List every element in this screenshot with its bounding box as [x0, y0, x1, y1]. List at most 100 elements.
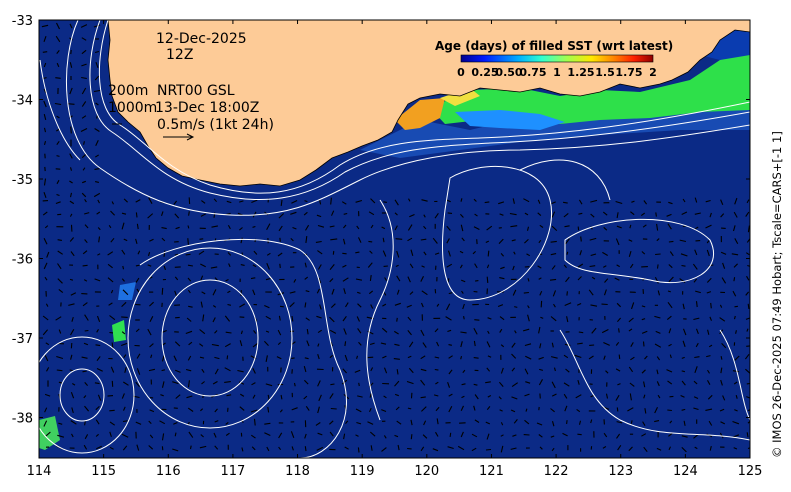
current-vector — [238, 381, 245, 385]
current-vector — [474, 394, 479, 400]
current-vector — [576, 302, 582, 306]
current-vector — [641, 251, 646, 255]
current-vector — [643, 446, 648, 453]
current-vector — [462, 303, 465, 310]
current-vector — [706, 291, 712, 294]
current-vector — [396, 275, 401, 282]
current-vector — [148, 420, 152, 424]
current-vector — [605, 370, 609, 374]
lon-tick-label: 125 — [738, 464, 763, 479]
current-vector — [408, 198, 411, 202]
current-vector — [526, 253, 531, 257]
current-vector — [225, 421, 229, 425]
current-vector — [305, 224, 310, 231]
current-vector — [69, 153, 73, 159]
sst-patch-west-cyan — [118, 282, 136, 300]
plot-frame — [38, 19, 751, 459]
current-vector — [447, 250, 451, 257]
current-vector — [550, 240, 557, 243]
current-vector — [720, 367, 723, 374]
current-vector — [563, 212, 569, 218]
current-vector — [175, 226, 180, 230]
current-vector — [329, 420, 334, 425]
current-vector — [121, 331, 126, 335]
current-vector — [97, 199, 100, 204]
current-vector — [590, 253, 597, 257]
current-vector — [214, 445, 219, 450]
current-vector — [214, 277, 219, 281]
current-vector — [537, 265, 542, 269]
current-vector — [513, 251, 516, 255]
current-vector — [485, 240, 490, 243]
current-vector — [590, 304, 598, 307]
lon-tick-label: 115 — [91, 464, 116, 479]
current-vector — [524, 238, 529, 244]
current-vector — [148, 368, 156, 372]
current-vector — [368, 290, 374, 295]
current-vector — [370, 445, 373, 451]
current-vector — [213, 432, 217, 438]
current-vector — [395, 264, 399, 268]
current-vector — [107, 277, 114, 283]
current-vector — [525, 355, 532, 360]
current-vector — [694, 212, 701, 215]
lat-tick-label: -38 — [12, 412, 33, 427]
current-vector — [96, 368, 103, 372]
current-vector — [526, 226, 530, 231]
current-vector — [224, 315, 231, 322]
current-vector — [241, 419, 244, 423]
current-vector — [318, 394, 322, 402]
current-vector — [329, 225, 335, 228]
current-vector — [43, 420, 48, 427]
current-vector — [434, 356, 440, 359]
current-vector — [357, 291, 361, 294]
current-vector — [111, 201, 114, 205]
current-vector — [602, 211, 608, 216]
current-vector — [84, 434, 89, 440]
current-vector — [201, 291, 206, 295]
current-vector — [396, 250, 400, 258]
current-vector — [121, 222, 125, 230]
current-vector — [694, 249, 698, 256]
current-vector — [147, 213, 154, 219]
current-vector — [589, 237, 597, 241]
current-vector — [396, 317, 398, 322]
current-vector — [290, 431, 295, 438]
current-vector — [122, 445, 128, 451]
current-vector — [705, 408, 713, 411]
current-vector — [318, 277, 322, 284]
current-vector — [447, 212, 453, 214]
current-vector — [590, 199, 598, 203]
current-vector — [107, 395, 114, 397]
current-vector — [122, 420, 128, 423]
current-vector — [161, 237, 166, 242]
current-vector — [201, 368, 205, 373]
current-vector — [265, 383, 273, 387]
current-vector — [563, 382, 570, 387]
current-vector — [329, 393, 334, 399]
current-vector — [628, 250, 632, 257]
current-vector — [96, 211, 101, 215]
current-vector — [525, 381, 531, 384]
sst-patch-green-band — [430, 40, 750, 124]
current-vector — [509, 212, 517, 216]
current-vector — [265, 277, 271, 281]
current-vector — [96, 445, 102, 450]
current-vector — [123, 198, 128, 203]
colorbar-tick-label: 2 — [649, 66, 657, 79]
current-vector — [524, 419, 530, 425]
current-vector — [369, 250, 373, 254]
current-vector — [746, 199, 750, 204]
current-vector — [500, 253, 505, 257]
current-vector — [136, 223, 139, 230]
current-vector — [355, 278, 363, 281]
current-vector — [420, 379, 426, 386]
current-vector — [43, 140, 47, 146]
current-vector — [421, 406, 427, 412]
current-vector — [109, 421, 116, 426]
current-vector — [58, 288, 64, 294]
current-vector — [669, 354, 672, 359]
current-vector — [136, 353, 141, 359]
current-vector — [719, 432, 724, 439]
current-vector — [563, 201, 568, 204]
